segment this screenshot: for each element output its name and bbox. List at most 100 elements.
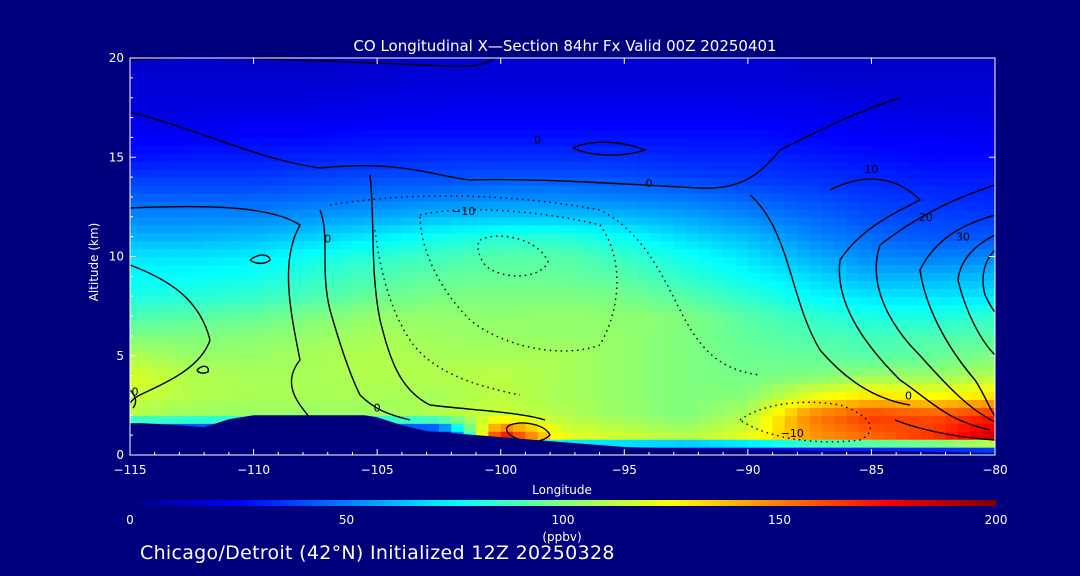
heat-cell — [204, 415, 218, 424]
heat-cell — [747, 359, 761, 369]
heat-cell — [352, 367, 366, 377]
heat-cell — [562, 391, 576, 401]
heat-cell — [624, 312, 638, 321]
heat-cell — [896, 256, 910, 266]
heat-cell — [364, 264, 378, 273]
heat-cell — [167, 248, 181, 258]
heat-cell — [352, 185, 366, 194]
heat-cell — [377, 200, 391, 210]
heat-cell — [228, 161, 242, 170]
heat-cell — [290, 248, 304, 258]
heat-cell — [649, 73, 662, 83]
heat-cell — [216, 216, 230, 226]
heat-cell — [265, 137, 279, 146]
heat-cell — [624, 367, 638, 377]
heat-cell — [574, 335, 588, 345]
heat-cell — [797, 375, 811, 385]
heat-cell — [760, 367, 774, 377]
heat-cell — [698, 367, 712, 377]
heat-cell — [327, 327, 341, 337]
heat-cell — [191, 177, 205, 186]
heat-cell — [513, 240, 527, 250]
heat-cell — [982, 169, 995, 178]
heat-cell — [686, 256, 700, 266]
heat-cell — [649, 391, 662, 401]
heat-cell — [673, 65, 687, 75]
heat-cell — [241, 73, 255, 83]
heat-cell — [723, 113, 737, 123]
heat-cell — [673, 280, 687, 289]
heat-cell — [908, 89, 922, 99]
heat-cell — [191, 185, 205, 194]
heat-cell — [883, 240, 897, 250]
heat-cell — [303, 272, 316, 281]
heat-cell — [265, 351, 279, 361]
heat-cell — [550, 383, 564, 393]
heat-cell — [636, 113, 650, 123]
heat-cell — [253, 343, 267, 353]
heat-cell — [278, 185, 292, 194]
heat-cell — [142, 320, 156, 329]
heat-cell — [438, 304, 452, 313]
heat-cell — [747, 367, 761, 377]
heat-cell — [562, 407, 576, 416]
heat-cell — [686, 399, 700, 408]
heat-cell — [797, 58, 811, 67]
heat-cell — [834, 73, 848, 83]
heat-cell — [772, 320, 786, 329]
heat-cell — [228, 145, 242, 154]
heat-cell — [859, 327, 873, 337]
heat-cell — [265, 343, 279, 353]
heat-cell — [500, 375, 514, 385]
heat-cell — [933, 129, 947, 138]
heat-cell — [142, 81, 156, 91]
heat-cell — [438, 121, 452, 131]
heat-cell — [587, 216, 601, 226]
heat-cell — [599, 431, 613, 440]
heat-cell — [401, 129, 415, 138]
heat-cell — [723, 216, 737, 226]
heat-cell — [550, 359, 564, 369]
heat-cell — [649, 335, 662, 345]
heat-cell — [822, 185, 835, 194]
heat-cell — [513, 232, 527, 242]
heat-cell — [130, 65, 143, 75]
heat-cell — [401, 81, 415, 91]
heat-cell — [414, 335, 428, 345]
heat-cell — [426, 327, 440, 337]
heat-cell — [550, 375, 564, 385]
heat-cell — [414, 192, 428, 202]
heat-cell — [982, 280, 995, 289]
heat-cell — [513, 65, 527, 75]
heat-cell — [167, 200, 181, 210]
heat-cell — [933, 383, 947, 393]
heat-cell — [723, 312, 737, 321]
heat-cell — [846, 240, 860, 250]
heat-cell — [747, 81, 761, 91]
heat-cell — [723, 304, 737, 313]
heat-cell — [587, 415, 601, 424]
heat-cell — [908, 105, 922, 115]
heat-cell — [933, 240, 947, 250]
heat-cell — [377, 304, 391, 313]
heat-cell — [340, 375, 354, 385]
heat-cell — [686, 121, 700, 131]
heat-cell — [327, 232, 341, 242]
heat-cell — [352, 327, 366, 337]
heat-cell — [179, 224, 193, 234]
heat-cell — [389, 248, 403, 258]
heat-cell — [710, 240, 724, 250]
heat-cell — [414, 200, 428, 210]
heat-cell — [204, 375, 218, 385]
heat-cell — [982, 145, 995, 154]
heat-cell — [327, 335, 341, 345]
heat-cell — [772, 375, 786, 385]
heat-cell — [204, 280, 218, 289]
heat-cell — [661, 391, 675, 401]
heat-cell — [179, 89, 193, 99]
heat-cell — [896, 296, 910, 305]
heat-cell — [130, 367, 143, 377]
heat-cell — [191, 208, 205, 218]
heat-cell — [216, 272, 230, 281]
heat-cell — [451, 327, 465, 337]
